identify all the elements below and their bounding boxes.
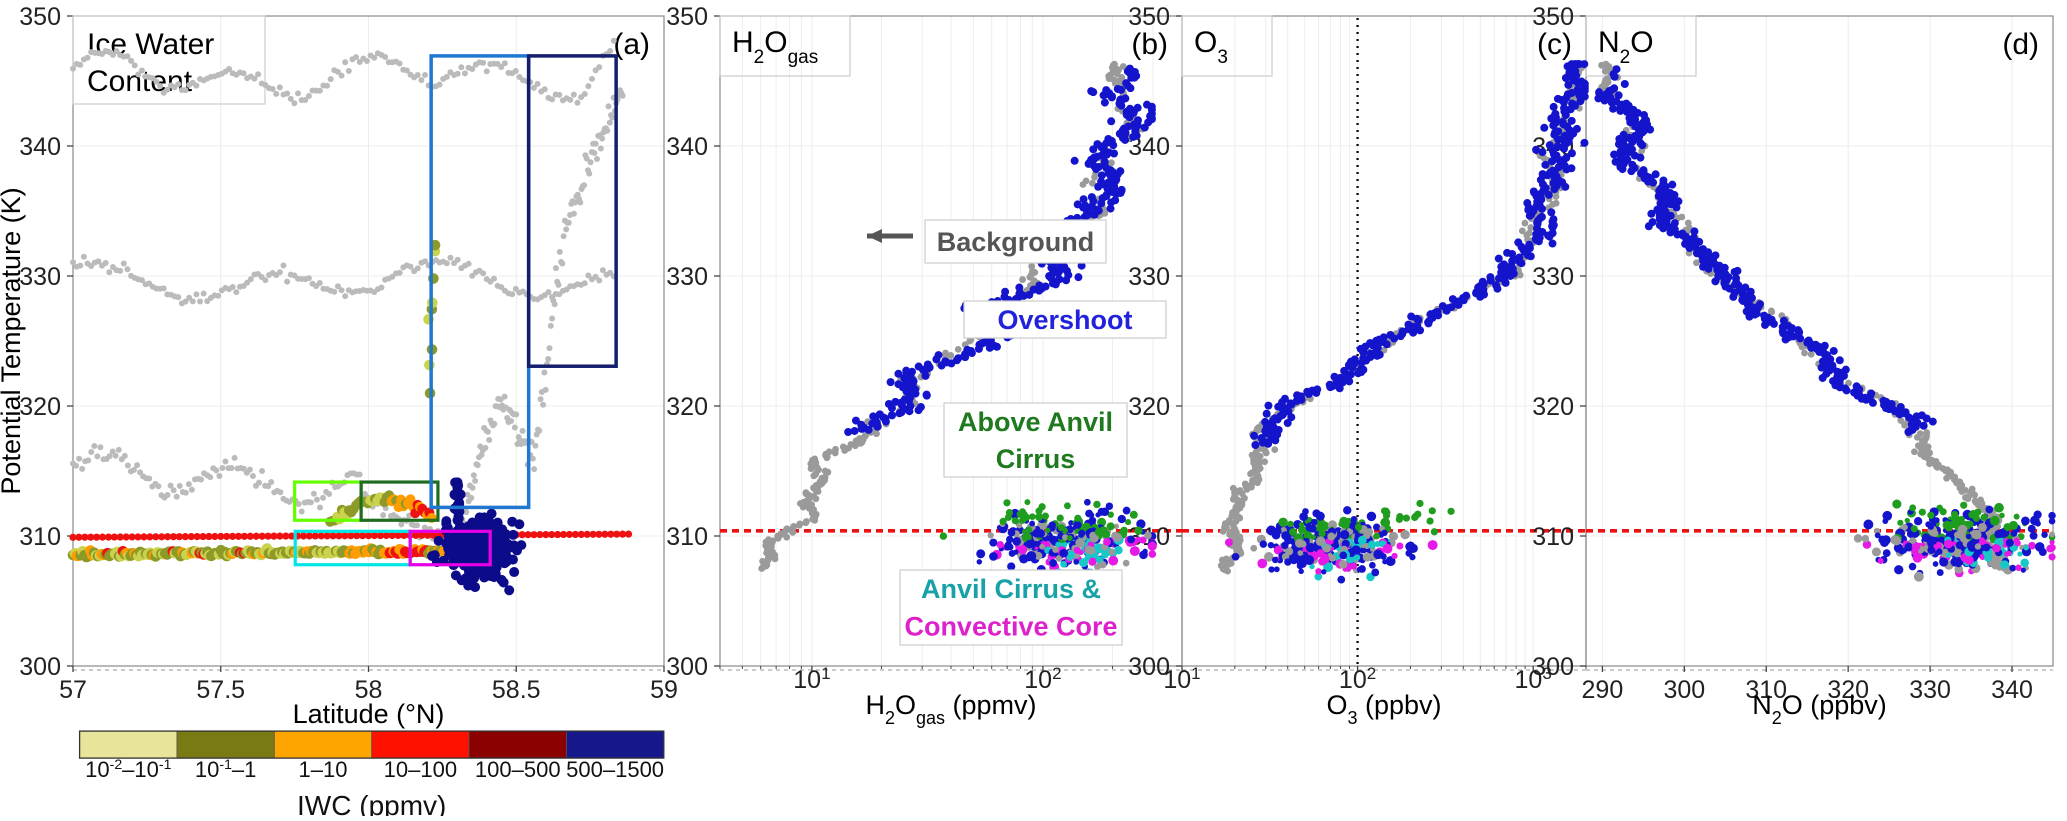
svg-text:(b): (b) bbox=[1131, 28, 1168, 61]
svg-text:300: 300 bbox=[1663, 676, 1705, 704]
svg-text:Cirrus: Cirrus bbox=[996, 444, 1076, 474]
svg-text:290: 290 bbox=[1582, 676, 1624, 704]
svg-text:310: 310 bbox=[19, 523, 61, 551]
svg-text:Overshoot: Overshoot bbox=[997, 305, 1132, 335]
svg-text:Anvil Cirrus &: Anvil Cirrus & bbox=[921, 574, 1101, 604]
svg-text:Above Anvil: Above Anvil bbox=[958, 407, 1113, 437]
svg-text:58.5: 58.5 bbox=[492, 676, 541, 704]
svg-text:500–1500: 500–1500 bbox=[566, 757, 664, 782]
svg-text:57.5: 57.5 bbox=[196, 676, 245, 704]
svg-text:59: 59 bbox=[650, 676, 678, 704]
svg-text:(d): (d) bbox=[2002, 28, 2039, 61]
svg-text:310: 310 bbox=[1532, 523, 1574, 551]
svg-text:320: 320 bbox=[1128, 393, 1170, 421]
svg-text:1–10: 1–10 bbox=[299, 757, 348, 782]
svg-text:100–500: 100–500 bbox=[475, 757, 561, 782]
svg-text:350: 350 bbox=[666, 3, 708, 31]
svg-text:330: 330 bbox=[666, 263, 708, 291]
svg-text:320: 320 bbox=[666, 393, 708, 421]
svg-text:IWC (ppmv): IWC (ppmv) bbox=[297, 790, 446, 816]
svg-text:330: 330 bbox=[1128, 263, 1170, 291]
svg-text:330: 330 bbox=[1532, 263, 1574, 291]
svg-text:Ice Water: Ice Water bbox=[87, 28, 214, 61]
svg-text:340: 340 bbox=[19, 133, 61, 161]
svg-text:57: 57 bbox=[59, 676, 87, 704]
svg-text:300: 300 bbox=[19, 653, 61, 681]
svg-text:350: 350 bbox=[1128, 3, 1170, 31]
svg-text:320: 320 bbox=[1532, 393, 1574, 421]
svg-text:(a): (a) bbox=[613, 28, 650, 61]
svg-text:Potential Temperature (K): Potential Temperature (K) bbox=[0, 187, 26, 494]
svg-text:Latitude (°N): Latitude (°N) bbox=[293, 699, 445, 729]
svg-text:350: 350 bbox=[19, 3, 61, 31]
svg-text:310: 310 bbox=[666, 523, 708, 551]
svg-text:340: 340 bbox=[1991, 676, 2033, 704]
svg-text:330: 330 bbox=[1909, 676, 1951, 704]
svg-text:(c): (c) bbox=[1537, 28, 1572, 61]
svg-text:350: 350 bbox=[1532, 3, 1574, 31]
svg-text:Background: Background bbox=[937, 227, 1095, 257]
svg-text:10–100: 10–100 bbox=[384, 757, 457, 782]
svg-text:10-2–10-1: 10-2–10-1 bbox=[85, 756, 171, 782]
svg-text:340: 340 bbox=[666, 133, 708, 161]
svg-text:Convective Core: Convective Core bbox=[904, 612, 1117, 642]
